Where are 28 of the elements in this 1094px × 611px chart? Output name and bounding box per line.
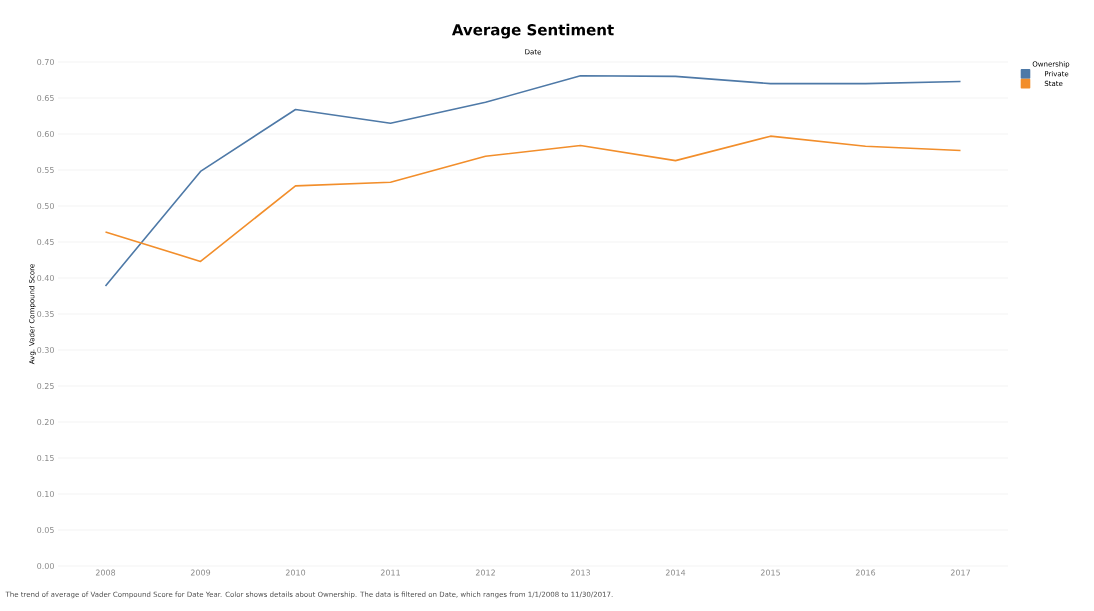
x-tick-label: 2013 <box>570 569 591 576</box>
y-tick-label: 0.20 <box>37 418 54 426</box>
y-tick-label: 0.70 <box>37 58 54 66</box>
y-tick-label: 0.25 <box>37 382 54 390</box>
y-tick-label: 0.10 <box>37 490 54 498</box>
chart-title: Average Sentiment <box>451 23 614 39</box>
x-tick-label: 2016 <box>855 569 876 576</box>
y-tick-label: 0.45 <box>37 238 54 246</box>
x-tick-label: 2012 <box>475 569 495 576</box>
y-tick-label: 0.30 <box>37 346 54 354</box>
line-series <box>104 74 962 287</box>
y-tick-label: 0.00 <box>37 562 54 570</box>
x-tick-label: 2009 <box>190 569 211 576</box>
y-tick-label: 0.15 <box>37 454 54 462</box>
x-tick-label: 2008 <box>95 569 116 576</box>
x-tick-label: 2010 <box>285 569 306 576</box>
x-tick-label: 2017 <box>950 569 970 576</box>
y-tick-label: 0.35 <box>37 310 54 318</box>
y-tick-label: 0.60 <box>37 130 54 138</box>
y-tick-label: 0.50 <box>37 202 54 210</box>
line-series <box>104 135 962 263</box>
y-tick-label: 0.55 <box>37 166 54 174</box>
y-tick-label: 0.05 <box>37 526 54 534</box>
y-tick-label: 0.40 <box>37 274 54 282</box>
x-tick-label: 2014 <box>665 569 686 576</box>
x-tick-label: 2011 <box>380 569 400 576</box>
y-tick-label: 0.65 <box>37 94 54 102</box>
x-tick-label: 2015 <box>760 569 780 576</box>
